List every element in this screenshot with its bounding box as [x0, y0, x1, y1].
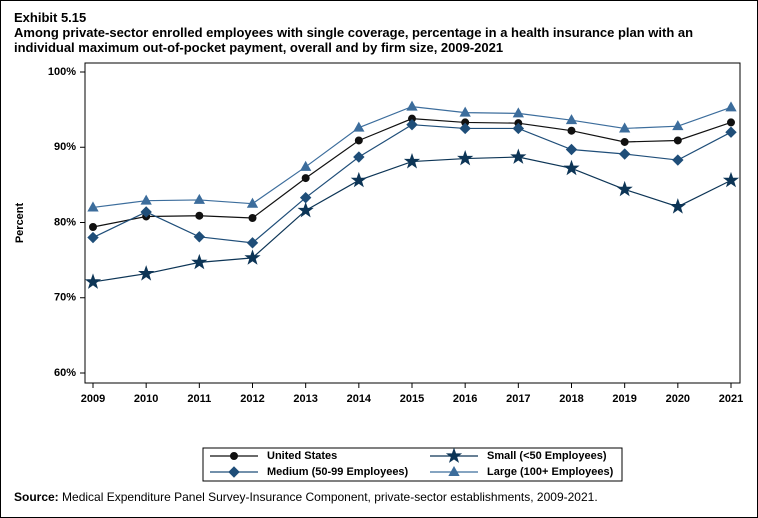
legend-marker [445, 447, 463, 463]
data-point [565, 114, 578, 125]
x-tick-label: 2015 [400, 393, 424, 405]
y-axis-label: Percent [14, 202, 26, 243]
header: Exhibit 5.15 Among private-sector enroll… [14, 10, 734, 55]
data-point [565, 143, 578, 156]
data-point [620, 137, 629, 146]
x-tick-label: 2016 [453, 393, 477, 405]
data-point [244, 249, 261, 265]
data-point [722, 171, 740, 188]
legend-label: Medium (50-99 Employees) [267, 466, 409, 478]
legend-frame [202, 447, 623, 482]
data-point [672, 120, 684, 131]
series-line [92, 118, 732, 228]
data-point [563, 159, 580, 176]
x-tick-label: 2014 [347, 393, 372, 405]
data-point [246, 197, 259, 208]
x-tick-label: 2013 [293, 393, 317, 405]
data-point [350, 171, 367, 188]
data-point [725, 126, 737, 138]
plot-frame [84, 62, 741, 384]
x-tick-label: 2017 [506, 393, 530, 405]
data-point [669, 198, 686, 214]
data-point [512, 122, 525, 135]
data-point [725, 101, 737, 112]
data-point [353, 151, 365, 163]
series-line [92, 124, 732, 244]
data-point [248, 213, 257, 222]
data-point [459, 122, 471, 135]
data-point [138, 265, 155, 281]
legend-marker [228, 466, 240, 478]
data-point [89, 223, 97, 232]
source-label: Source: [14, 490, 59, 504]
data-point [406, 100, 418, 111]
y-tick-label: 60% [54, 367, 76, 379]
data-point [567, 126, 576, 135]
data-point [140, 206, 152, 218]
legend-label: United States [267, 450, 337, 462]
data-point [616, 180, 633, 197]
legend-label: Large (100+ Employees) [487, 466, 614, 478]
y-tick-label: 90% [54, 141, 76, 153]
data-point [87, 201, 99, 212]
data-point [727, 118, 735, 127]
legend-marker [448, 465, 460, 476]
data-point [300, 160, 312, 171]
data-point [191, 253, 208, 270]
data-point [459, 106, 471, 117]
data-point [87, 231, 99, 244]
data-point [406, 118, 418, 131]
legend-marker [230, 452, 238, 460]
exhibit-label: Exhibit 5.15 [14, 10, 87, 25]
data-point [299, 191, 312, 204]
source-text: Medical Expenditure Panel Survey-Insuran… [62, 490, 598, 504]
x-tick-label: 2009 [81, 393, 105, 405]
data-point [512, 107, 524, 118]
x-tick-label: 2020 [666, 393, 690, 405]
data-point [84, 273, 102, 289]
chart-title: Among private-sector enrolled employees … [14, 25, 694, 55]
x-tick-label: 2018 [559, 393, 583, 405]
y-tick-label: 100% [48, 66, 76, 78]
data-point [353, 121, 365, 132]
data-point [510, 148, 527, 164]
data-point [301, 174, 310, 183]
x-tick-label: 2019 [612, 393, 636, 405]
y-tick-label: 70% [54, 292, 76, 304]
data-point [618, 148, 631, 160]
data-point [673, 136, 682, 145]
x-tick-label: 2012 [240, 393, 264, 405]
x-tick-label: 2011 [187, 393, 211, 405]
data-point [246, 237, 259, 249]
x-tick-label: 2010 [134, 393, 158, 405]
y-tick-label: 80% [54, 216, 76, 228]
data-point [195, 211, 204, 220]
data-point [354, 136, 363, 145]
data-point [297, 201, 314, 218]
data-point [457, 150, 474, 166]
data-point [193, 231, 206, 243]
data-point [619, 122, 631, 133]
data-point [140, 194, 152, 205]
source: Source: Medical Expenditure Panel Survey… [14, 490, 598, 504]
series-line [92, 156, 732, 283]
data-point [193, 193, 205, 204]
data-point [672, 154, 684, 166]
legend-label: Small (<50 Employees) [487, 450, 607, 462]
data-point [403, 153, 421, 169]
x-tick-label: 2021 [719, 393, 743, 405]
